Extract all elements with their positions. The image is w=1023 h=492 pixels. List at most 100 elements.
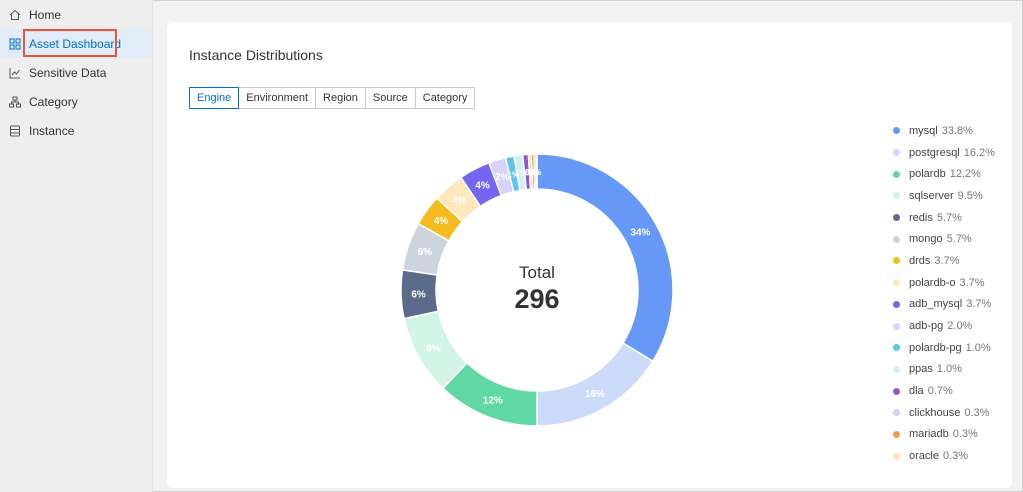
legend-label: drds [909,254,931,267]
sidebar-item-label: Home [29,7,62,22]
tab-region[interactable]: Region [315,87,366,109]
slice-label-polardb-o: 4% [452,196,467,207]
home-icon [8,8,22,22]
legend-label: oracle [909,450,939,463]
legend-label: mongo [909,233,943,246]
slice-label-polardb: 12% [483,395,503,406]
donut-slice-postgresql[interactable] [536,341,654,427]
legend-swatch [893,387,900,395]
legend-item-polardb-o[interactable]: polardb-o 3.7% [893,272,995,294]
legend-swatch [893,409,900,417]
chart-icon [8,66,22,80]
legend-percent: 12.2% [949,168,981,181]
donut-slice-oracle[interactable] [533,153,538,190]
legend-percent: 1.0% [936,363,962,376]
chart-center-label: Total [519,263,555,282]
legend-item-adb-pg[interactable]: adb-pg 2.0% [893,315,995,337]
legend-item-mongo[interactable]: mongo 5.7% [893,228,995,250]
slice-label-drds: 4% [434,216,449,227]
legend-item-dla[interactable]: dla 0.7% [893,380,995,402]
sidebar-item-instance[interactable]: Instance [0,116,152,145]
sidebar-item-home[interactable]: Home [0,0,152,29]
legend-label: mysql [909,124,938,137]
legend-label: adb-pg [909,320,944,333]
legend-swatch [893,452,900,460]
slice-label-postgresql: 16% [585,389,605,400]
slice-label-mongo: 6% [418,247,433,258]
dashboard-icon [8,37,22,51]
slice-label-redis: 6% [411,289,426,300]
legend-swatch [893,344,900,352]
legend-swatch [893,214,900,222]
legend-percent: 0.3% [942,450,969,463]
legend-item-drds[interactable]: drds 3.7% [893,250,995,272]
legend-swatch [893,365,900,373]
legend-percent: 0.3% [964,406,990,419]
legend-item-adb_mysql[interactable]: adb_mysql 3.7% [893,294,995,316]
sidebar-item-asset-dashboard[interactable]: Asset Dashboard [0,29,152,58]
legend-swatch [893,192,900,200]
tab-source[interactable]: Source [364,87,416,109]
legend-percent: 3.7% [966,298,992,311]
tab-bar: Engine Environment Region Source Categor… [189,87,476,109]
legend-swatch [893,279,900,287]
legend-swatch [893,170,900,178]
sidebar-item-label: Category [29,94,78,109]
legend-item-clickhouse[interactable]: clickhouse 0.3% [893,402,995,424]
hierarchy-icon [8,95,22,109]
donut-slice-mysql[interactable] [536,153,674,363]
legend-percent: 3.7% [959,276,985,289]
legend-percent: 2.0% [947,320,973,333]
sidebar-item-category[interactable]: Category [0,87,152,116]
slice-label-dla: 1% [521,168,533,177]
legend-item-oracle[interactable]: oracle 0.3% [893,445,995,467]
legend-percent: 16.2% [963,146,995,159]
slice-label-adb_mysql: 4% [475,180,490,191]
slice-label-ppas: 1% [515,169,527,178]
slice-label-oracle: 0% [530,168,542,177]
legend-percent: 3.7% [934,254,960,267]
slice-label-mysql: 34% [630,228,650,239]
legend-percent: 1.0% [965,341,991,354]
legend-item-mariadb[interactable]: mariadb 0.3% [893,424,995,446]
instance-distribution-card: Instance Distributions Engine Environmen… [167,22,1012,488]
legend-label: polardb-o [909,276,956,289]
sidebar-item-label: Sensitive Data [29,65,107,80]
legend-item-polardb-pg[interactable]: polardb-pg 1.0% [893,337,995,359]
tab-category[interactable]: Category [414,87,476,109]
legend-percent: 0.3% [952,428,978,441]
legend-swatch [893,257,900,265]
legend-percent: 33.8% [941,124,973,137]
legend-swatch [893,127,900,135]
legend-percent: 5.7% [946,233,972,246]
tab-engine[interactable]: Engine [189,87,240,109]
slice-label-sqlserver: 9% [426,343,441,354]
sidebar: Home Asset Dashboard Sensitive Data Cate… [0,0,153,492]
chart-center-value: 296 [514,284,559,314]
slice-label-clickhouse: 0% [525,168,537,177]
slice-label-mariadb: 0% [527,168,539,177]
legend-label: postgresql [909,146,960,159]
legend-item-ppas[interactable]: ppas 1.0% [893,359,995,381]
legend-item-postgresql[interactable]: postgresql 16.2% [893,142,995,164]
legend-percent: 0.7% [927,385,953,398]
legend-item-mysql[interactable]: mysql 33.8% [893,120,995,142]
sidebar-item-sensitive-data[interactable]: Sensitive Data [0,58,152,87]
database-icon [8,124,22,138]
legend-swatch [893,235,900,243]
legend-label: ppas [909,363,933,376]
sidebar-item-label: Asset Dashboard [29,36,122,51]
chart-legend: mysql 33.8% postgresql 16.2% polardb 12.2% sql… [893,120,995,467]
donut-chart: 34%16%12%9%6%6%4%4%4%2%1%1%1%0%0%0% Tota… [400,153,674,427]
legend-label: clickhouse [909,406,961,419]
legend-item-polardb[interactable]: polardb 12.2% [893,163,995,185]
legend-item-sqlserver[interactable]: sqlserver 9.5% [893,185,995,207]
page-title: Instance Distributions [189,47,323,63]
legend-item-redis[interactable]: redis 5.7% [893,207,995,229]
legend-label: adb_mysql [909,298,963,311]
legend-label: dla [909,385,924,398]
slice-label-adb-pg: 2% [495,172,510,183]
legend-label: redis [909,211,933,224]
legend-swatch [893,300,900,308]
legend-swatch [893,322,900,330]
